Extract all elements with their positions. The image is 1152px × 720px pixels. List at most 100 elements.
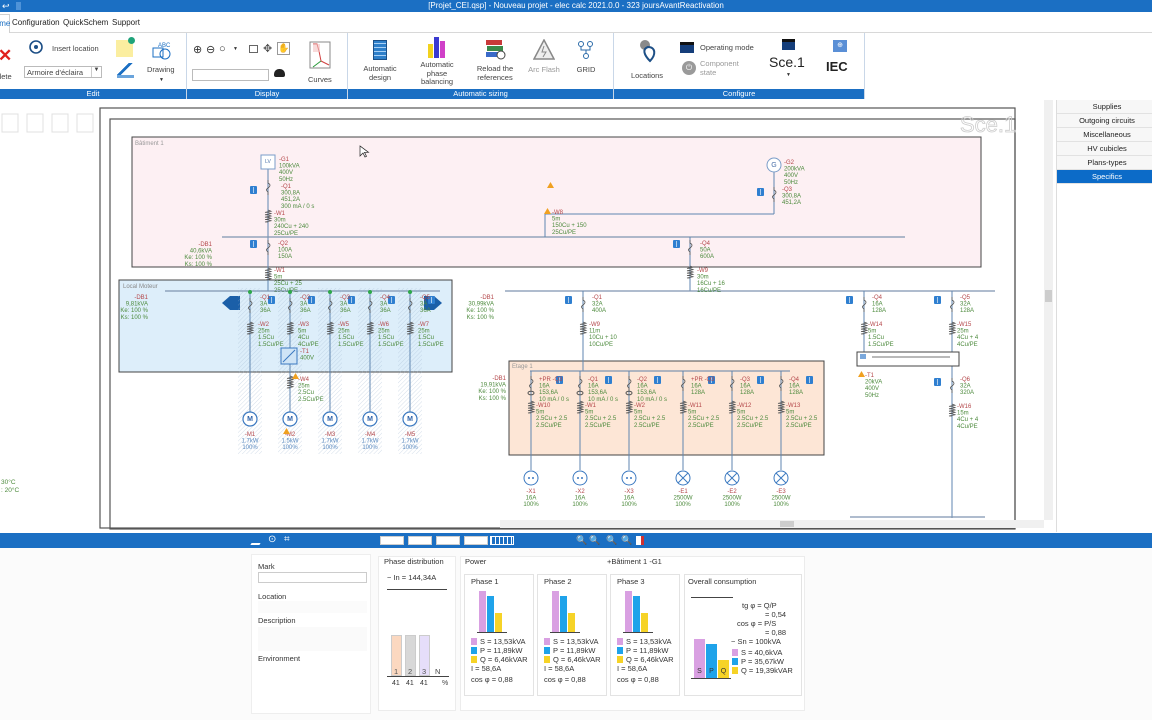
category-hv-cubicles[interactable]: HV cubicles	[1057, 142, 1152, 156]
motor-symbol	[322, 411, 338, 427]
label-line: -Q1	[588, 377, 599, 383]
label-line: 32A	[960, 384, 971, 390]
ambient-temperature-label: 30°C	[1, 478, 16, 486]
label-line: -DB1	[492, 376, 506, 382]
menu-home-tab[interactable]: Home	[0, 14, 10, 34]
sticky-note-button[interactable]	[116, 37, 135, 57]
mark-input[interactable]	[258, 572, 367, 583]
export-icon[interactable]	[636, 536, 644, 545]
category-plans-types[interactable]: Plans-types	[1057, 156, 1152, 170]
load-label: -E2	[727, 489, 737, 495]
pan-all-icon[interactable]: ✥	[263, 43, 273, 55]
lamp-cross	[775, 472, 787, 484]
label-line: 50Hz	[784, 180, 798, 186]
search-3-icon[interactable]: 🔍	[606, 535, 618, 545]
category-miscellaneous[interactable]: Miscellaneous	[1057, 128, 1152, 142]
vertical-scrollbar-thumb[interactable]	[1045, 290, 1052, 302]
view-layout-1-icon[interactable]	[380, 536, 404, 545]
phase-2-axis	[550, 632, 580, 633]
quick-access-menu-icon[interactable]	[16, 2, 21, 10]
connection-dot	[248, 290, 252, 294]
label-line: -W4	[298, 377, 310, 383]
zoom-fit-icon[interactable]: ○	[219, 43, 226, 55]
motor-m-text: M	[367, 416, 373, 423]
horizontal-scrollbar[interactable]	[500, 520, 1044, 528]
label-line: 16A	[789, 384, 800, 390]
search-2-icon[interactable]: 🔍	[589, 535, 601, 545]
scenario-select[interactable]: Sce.1 ▼	[766, 37, 812, 85]
label-line: -W9	[697, 268, 709, 274]
arc-flash-button[interactable]: Arc Flash	[526, 38, 562, 88]
search-4-icon[interactable]: 🔍	[621, 535, 633, 545]
phase-3-title: Phase 3	[617, 577, 645, 586]
description-field[interactable]	[258, 627, 367, 651]
group-label-configure: Configure	[614, 89, 864, 99]
label-line: 2.5Cu/PE	[688, 423, 714, 429]
load-label: 2500W	[771, 496, 790, 502]
standard-iec-button[interactable]: ⊕ IEC	[824, 39, 856, 79]
edit-pen-button[interactable]	[117, 63, 134, 78]
view-layout-3-icon[interactable]	[436, 536, 460, 545]
menu-configuration[interactable]: Configuration	[12, 18, 60, 27]
cable-symbol	[246, 321, 255, 335]
insert-location-button[interactable]: Insert location	[28, 40, 108, 58]
binoculars-icon[interactable]	[274, 69, 285, 77]
scenario-dropdown-icon: ▼	[786, 72, 791, 78]
label-line: 1.5Cu	[868, 335, 884, 341]
socket-pin	[626, 477, 628, 479]
automatic-design-button[interactable]: Automatic design	[356, 38, 404, 88]
label-line: 1.5Cu/PE	[418, 342, 444, 348]
curves-button[interactable]: Curves	[303, 41, 339, 87]
label-line: -Q2	[300, 295, 311, 301]
zoom-out-icon[interactable]: ⊖	[206, 44, 216, 56]
label-line: -DB1	[198, 242, 212, 248]
phase-3-bar	[419, 635, 430, 676]
delete-button[interactable]: ✕ Delete	[0, 47, 14, 83]
zoom-window-icon[interactable]	[249, 45, 258, 53]
vertical-scrollbar[interactable]	[1044, 100, 1053, 520]
view-layout-4-icon[interactable]	[464, 536, 488, 545]
grid-button[interactable]: GRID	[572, 38, 600, 88]
schematic-diagram[interactable]: Sce.1 Bâtiment 1 Local Moteur Etage 1 LV G -G1…	[0, 100, 1055, 532]
horizontal-scrollbar-thumb[interactable]	[780, 521, 794, 527]
curves-icon	[309, 41, 331, 69]
menu-support[interactable]: Support	[112, 18, 141, 27]
breaker-symbol	[266, 240, 271, 255]
label-line: Ke: 100 %	[120, 308, 148, 314]
locations-button[interactable]: Locations	[628, 39, 666, 87]
menu-quickschem[interactable]: QuickSchem	[63, 18, 109, 27]
zoom-input[interactable]	[192, 69, 269, 81]
location-icon[interactable]: ⊙	[268, 534, 277, 545]
location-select[interactable]: Armoire d'éclaira ▼	[24, 66, 102, 78]
category-supplies[interactable]: Supplies	[1057, 100, 1152, 114]
socket-pin	[528, 477, 530, 479]
label-line: 2.5Cu/PE	[786, 423, 812, 429]
edit-icon[interactable]	[250, 536, 265, 545]
label-line: -Q5	[420, 295, 431, 301]
search-1-icon[interactable]: 🔍	[576, 535, 588, 545]
zoom-in-icon[interactable]: ⊕	[193, 44, 203, 56]
category-specifics[interactable]: Specifics	[1057, 170, 1152, 184]
component-state-button[interactable]: ⏻ Component state	[682, 59, 752, 78]
label-line: 1.5Cu	[378, 335, 394, 341]
quick-access-icon[interactable]: ↩	[2, 1, 10, 11]
operating-mode-button[interactable]: Operating mode	[680, 41, 760, 55]
phase-balancing-button[interactable]: Automatic phase balancing	[412, 36, 462, 88]
label-line: 3A	[420, 302, 427, 308]
drawing-button[interactable]: ABC Drawing ▼	[142, 40, 182, 88]
zoom-dropdown-icon[interactable]: ▼	[233, 46, 238, 52]
location-field[interactable]	[258, 601, 367, 613]
phase-balancing-icon	[428, 37, 445, 58]
breaker-symbol	[950, 297, 955, 312]
table-view-icon[interactable]	[490, 536, 514, 545]
lamp-cross	[677, 472, 689, 484]
fit-icon[interactable]: ⌗	[284, 534, 290, 545]
category-outgoing-circuits[interactable]: Outgoing circuits	[1057, 114, 1152, 128]
hand-pan-icon[interactable]: ✋	[277, 42, 290, 55]
phase-2-bar	[405, 635, 416, 676]
schematic-canvas[interactable]: Sce.1 Bâtiment 1 Local Moteur Etage 1 LV G -G1…	[0, 100, 1055, 532]
view-layout-2-icon[interactable]	[408, 536, 432, 545]
reload-references-button[interactable]: Reload the references	[470, 38, 520, 88]
